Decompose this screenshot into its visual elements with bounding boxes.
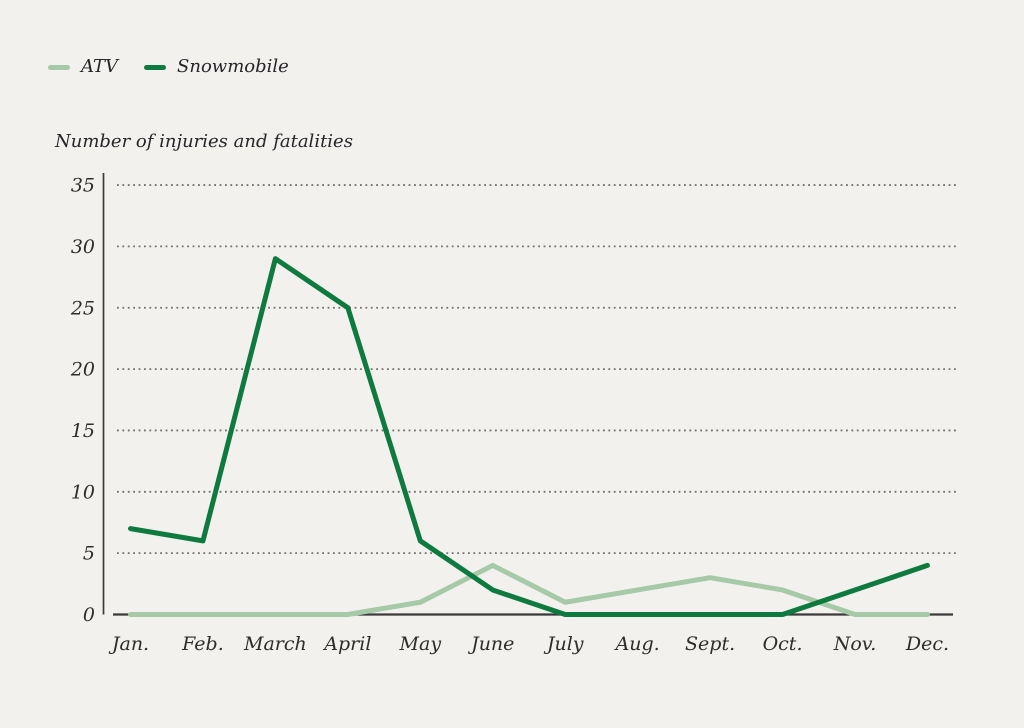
legend-item-atv: ATV — [48, 58, 118, 76]
legend-label-snowmobile: Snowmobile — [177, 56, 289, 77]
legend-label-atv: ATV — [81, 56, 119, 77]
y-tick-label-5: 5 — [83, 543, 95, 565]
y-tick-label-30: 30 — [71, 236, 95, 258]
y-tick-label-35: 35 — [71, 175, 95, 197]
y-tick-label-20: 20 — [70, 359, 95, 381]
series-line-atv — [128, 562, 930, 617]
x-tick-label-june: June — [467, 633, 514, 655]
chart-legend: ATV Snowmobile — [48, 58, 289, 76]
x-tick-label-oct: Oct. — [763, 633, 803, 655]
x-tick-label-sept: Sept. — [685, 633, 735, 655]
x-tick-label-april: April — [322, 633, 371, 655]
snowmobile-line-swatch — [144, 64, 167, 70]
x-tick-label-feb: Feb. — [181, 633, 224, 655]
x-tick-label-march: March — [243, 633, 307, 655]
x-tick-label-nov: Nov. — [833, 633, 877, 655]
x-tick-label-may: May — [399, 633, 442, 655]
y-tick-label-15: 15 — [71, 420, 95, 442]
series-line-snowmobile — [128, 256, 930, 617]
x-tick-label-aug: Aug. — [614, 633, 660, 655]
x-tick-label-jan: Jan. — [108, 633, 149, 655]
x-tick-label-july: July — [543, 633, 584, 655]
y-tick-label-10: 10 — [71, 481, 95, 503]
atv-line-swatch — [48, 64, 70, 70]
y-tick-label-0: 0 — [83, 604, 95, 626]
x-tick-label-dec: Dec. — [905, 633, 949, 655]
legend-item-snowmobile: Snowmobile — [144, 58, 289, 76]
axis-title: Number of injuries and fatalities — [55, 131, 353, 152]
y-tick-label-25: 25 — [70, 297, 95, 319]
